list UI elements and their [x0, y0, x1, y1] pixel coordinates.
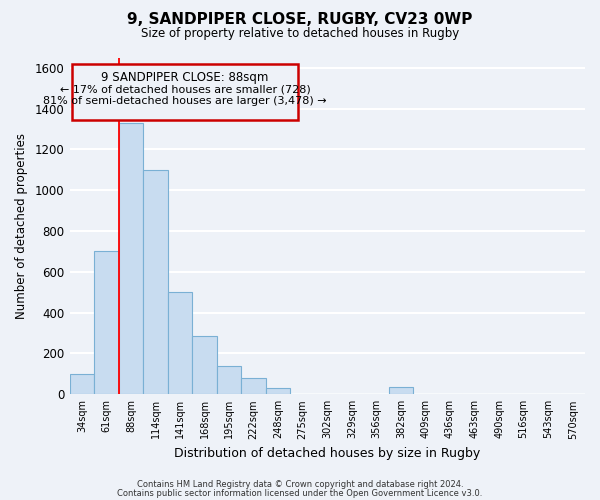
Text: 81% of semi-detached houses are larger (3,478) →: 81% of semi-detached houses are larger (… [43, 96, 327, 106]
Bar [143, 170, 168, 394]
Bar [119, 123, 143, 394]
Bar [168, 292, 192, 394]
Bar [192, 336, 217, 394]
Bar [266, 388, 290, 394]
Text: Contains HM Land Registry data © Crown copyright and database right 2024.: Contains HM Land Registry data © Crown c… [137, 480, 463, 489]
Bar [241, 378, 266, 394]
FancyBboxPatch shape [72, 64, 298, 120]
Text: Contains public sector information licensed under the Open Government Licence v3: Contains public sector information licen… [118, 488, 482, 498]
Text: 9, SANDPIPER CLOSE, RUGBY, CV23 0WP: 9, SANDPIPER CLOSE, RUGBY, CV23 0WP [127, 12, 473, 28]
Text: 9 SANDPIPER CLOSE: 88sqm: 9 SANDPIPER CLOSE: 88sqm [101, 72, 269, 85]
Bar [389, 387, 413, 394]
Text: ← 17% of detached houses are smaller (728): ← 17% of detached houses are smaller (72… [59, 84, 310, 94]
Text: Size of property relative to detached houses in Rugby: Size of property relative to detached ho… [141, 28, 459, 40]
Bar [70, 374, 94, 394]
Bar [217, 366, 241, 394]
X-axis label: Distribution of detached houses by size in Rugby: Distribution of detached houses by size … [174, 447, 481, 460]
Y-axis label: Number of detached properties: Number of detached properties [15, 133, 28, 319]
Bar [94, 252, 119, 394]
